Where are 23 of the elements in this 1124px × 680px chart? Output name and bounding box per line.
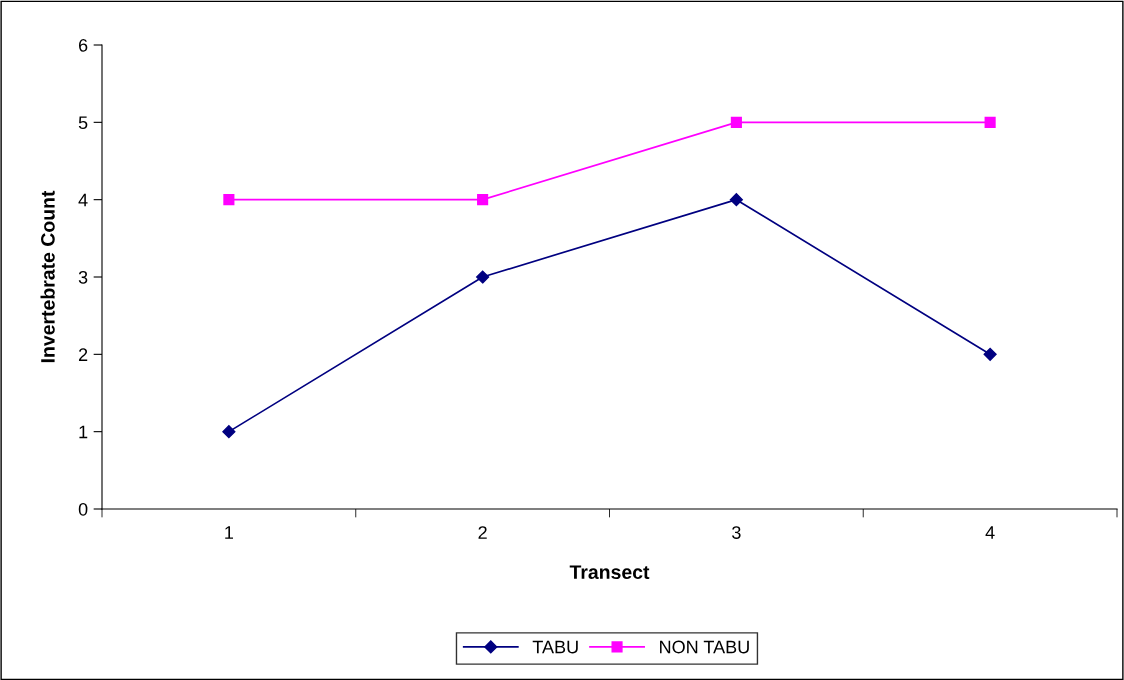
x-tick-label: 2 (478, 526, 487, 539)
point (222, 425, 236, 439)
y-axis-title: Invertebrate Count (40, 190, 55, 363)
y-tick-label: 4 (78, 193, 88, 207)
point (477, 194, 489, 206)
point (984, 116, 996, 128)
y-tick-label: 6 (78, 38, 88, 52)
point (223, 194, 235, 206)
y-tick-label: 5 (78, 116, 88, 130)
point (730, 116, 742, 128)
legend-label: NON TABU (660, 640, 749, 654)
point (729, 193, 743, 207)
legend-label: TABU (532, 640, 578, 654)
y-tick-label: 3 (78, 270, 88, 284)
x-axis-title: Transect (569, 565, 650, 579)
y-tick-label: 0 (78, 502, 88, 516)
point (476, 270, 490, 284)
x-tick-label: 3 (732, 526, 741, 539)
point (983, 347, 997, 361)
y-tick-label: 2 (78, 348, 88, 361)
y-tick-label: 1 (79, 425, 88, 439)
x-tick-label: 4 (985, 526, 995, 539)
x-tick-label: 1 (225, 526, 234, 539)
